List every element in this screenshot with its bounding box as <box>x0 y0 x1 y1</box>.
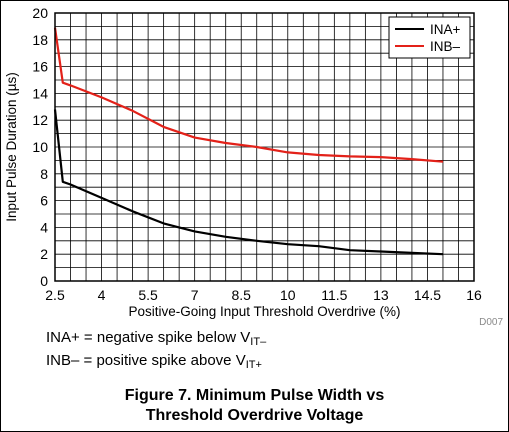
y-tick-label: 6 <box>40 193 48 209</box>
note-inb-text: INB– = positive spike above V <box>46 352 246 369</box>
x-tick-label: 7 <box>191 287 199 303</box>
x-tick-label: 11.5 <box>321 287 347 303</box>
y-axis-label: Input Pulse Duration (µs) <box>4 72 19 222</box>
y-tick-label: 0 <box>40 273 48 289</box>
x-tick-label: 2.5 <box>45 287 65 303</box>
x-tick-label: 8.5 <box>231 287 251 303</box>
y-tick-label: 20 <box>32 5 48 21</box>
note-inb-subscript: IT+ <box>245 359 262 371</box>
y-tick-label: 16 <box>32 59 48 75</box>
line-chart: 2.5 4 5.5 7 8.5 10 11.5 13 14.5 16 0 2 4 6 8 10 12 14 16 1… <box>4 5 503 328</box>
legend-label-ina: INA+ <box>430 22 461 37</box>
legend-label-inb: INB– <box>430 39 461 54</box>
note-inb: INB– = positive spike above VIT+ <box>46 352 262 374</box>
y-tick-labels: 0 2 4 6 8 10 12 14 16 18 20 <box>32 5 48 289</box>
legend: INA+ INB– <box>388 16 471 59</box>
x-axis-label: Positive-Going Input Threshold Overdrive… <box>128 304 400 319</box>
note-ina-subscript: IT– <box>250 336 267 348</box>
note-ina: INA+ = negative spike below VIT– <box>46 329 266 351</box>
caption-line-2: Threshold Overdrive Voltage <box>145 407 364 424</box>
plot-area-border <box>54 12 475 282</box>
figure-caption: Figure 7. Minimum Pulse Width vs Thresho… <box>0 386 509 426</box>
caption-line-1: Figure 7. Minimum Pulse Width vs <box>124 387 385 404</box>
x-tick-label: 14.5 <box>414 287 441 303</box>
series-lines <box>53 27 444 256</box>
y-tick-label: 18 <box>32 32 48 48</box>
figure-code: D007 <box>479 317 503 328</box>
note-ina-text: INA+ = negative spike below V <box>46 329 251 346</box>
y-tick-label: 14 <box>32 85 48 101</box>
x-tick-label: 10 <box>280 287 296 303</box>
x-tick-label: 4 <box>98 287 106 303</box>
series-line-ina <box>53 109 444 256</box>
series-line-inb <box>53 27 444 163</box>
y-tick-label: 2 <box>40 246 48 262</box>
y-tick-label: 12 <box>32 112 48 128</box>
x-tick-label: 5.5 <box>138 287 158 303</box>
y-tick-label: 8 <box>40 166 48 182</box>
y-tick-label: 10 <box>32 139 48 155</box>
legend-box <box>388 16 471 59</box>
x-tick-label: 13 <box>373 287 389 303</box>
x-tick-labels: 2.5 4 5.5 7 8.5 10 11.5 13 14.5 16 <box>45 287 482 303</box>
y-tick-label: 4 <box>40 219 48 235</box>
x-tick-label: 16 <box>466 287 482 303</box>
